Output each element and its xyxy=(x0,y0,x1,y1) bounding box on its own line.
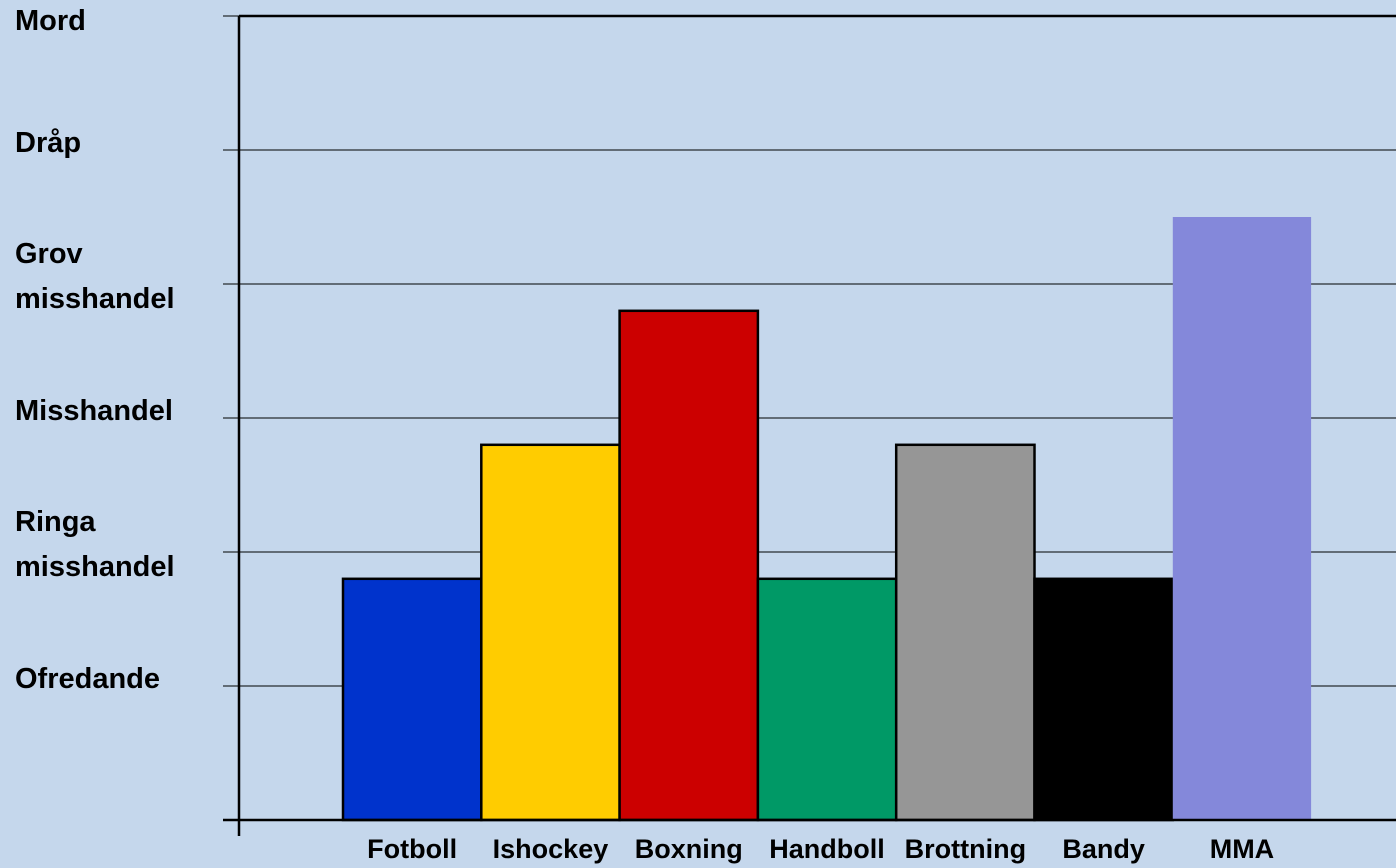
y-tick-label-line: misshandel xyxy=(15,551,175,583)
y-tick-label-line: Grov xyxy=(15,238,83,270)
bars xyxy=(341,217,1312,822)
bar-ishockey xyxy=(480,443,621,822)
y-tick-labels: Ofredande Ringa misshandel Misshandel Grov mi… xyxy=(15,5,175,695)
y-tick-label-line: Ofredande xyxy=(15,663,160,695)
bar-brottning xyxy=(894,443,1036,822)
y-tick-label: Ringa misshandel xyxy=(15,506,175,583)
bar-bandy xyxy=(1033,577,1175,822)
y-tick-label: Grov misshandel xyxy=(15,238,175,315)
y-tick-label-line: Misshandel xyxy=(15,395,173,427)
x-tick-label: Bandy xyxy=(1062,834,1145,864)
x-tick-label: MMA xyxy=(1210,834,1274,864)
y-tick-label-line: misshandel xyxy=(15,283,175,315)
y-tick-label-line: Dråp xyxy=(15,127,81,159)
bar-boxning xyxy=(618,309,760,822)
x-tick-labels: Fotboll Ishockey Boxning Handboll Brottning B… xyxy=(367,834,1274,864)
y-tick-label-line: Ringa xyxy=(15,506,96,538)
y-tick-label: Ofredande xyxy=(15,663,160,695)
y-tick-label: Dråp xyxy=(15,127,81,159)
x-tick-label: Fotboll xyxy=(367,834,457,864)
x-tick-label: Ishockey xyxy=(493,834,609,864)
bar-fotboll xyxy=(341,577,483,822)
x-tick-label: Brottning xyxy=(905,834,1026,864)
x-tick-label: Boxning xyxy=(635,834,743,864)
axes xyxy=(223,14,1396,836)
y-tick-label: Mord xyxy=(15,5,86,37)
bar-mma xyxy=(1172,217,1312,820)
bar-handboll xyxy=(756,577,898,822)
x-tick-label: Handboll xyxy=(769,834,885,864)
y-tick-label-line: Mord xyxy=(15,5,86,37)
y-tick-label: Misshandel xyxy=(15,395,173,427)
